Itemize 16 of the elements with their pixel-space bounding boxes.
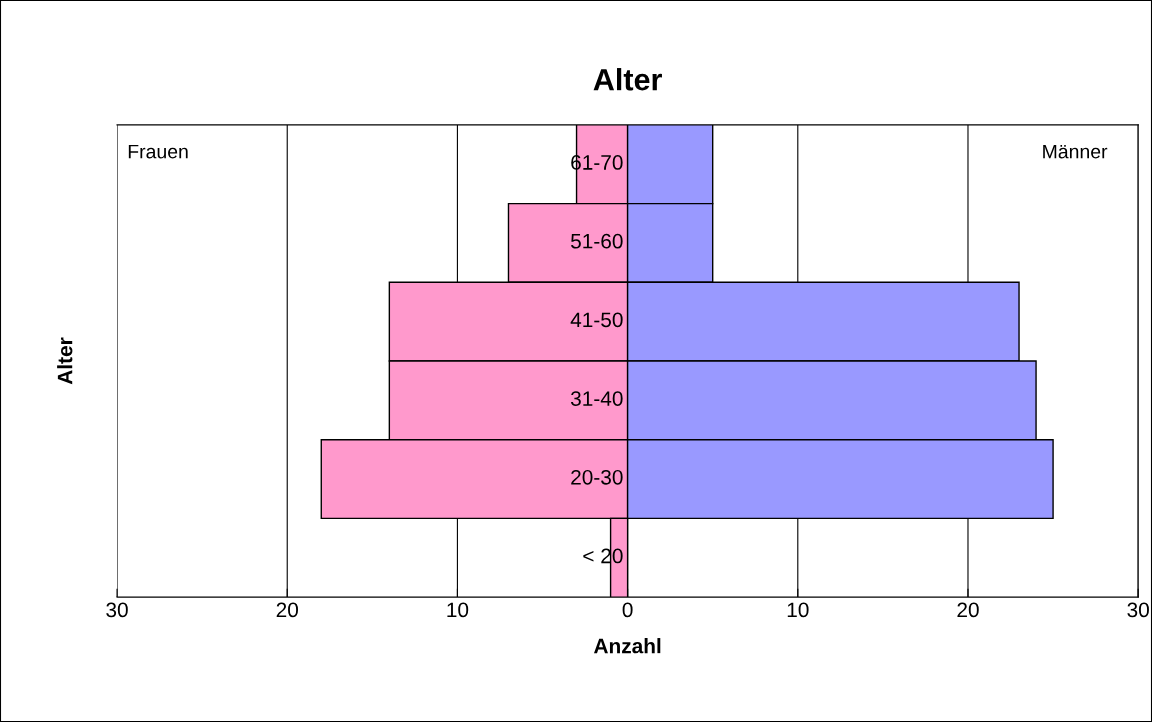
- chart-title: Alter: [593, 68, 662, 91]
- x-tick-label: 20: [276, 602, 298, 618]
- x-axis-title: Anzahl: [593, 638, 661, 654]
- x-tick-label: 10: [787, 602, 809, 618]
- annotation: Frauen: [128, 144, 188, 159]
- x-tick-label: 30: [1127, 602, 1149, 618]
- y-tick-label: 20-30: [571, 469, 623, 485]
- x-tick-label: 20: [957, 602, 979, 618]
- y-tick-label: 51-60: [571, 233, 623, 249]
- y-tick-label: 41-50: [570, 312, 623, 328]
- x-tick-label: 30: [106, 602, 128, 618]
- annotation: Männer: [1043, 144, 1108, 159]
- x-tick-label: 10: [447, 602, 469, 618]
- y-axis-title: Alter: [57, 337, 73, 385]
- x-tick-label: 0: [622, 602, 633, 618]
- y-tick-label: 31-40: [570, 391, 623, 406]
